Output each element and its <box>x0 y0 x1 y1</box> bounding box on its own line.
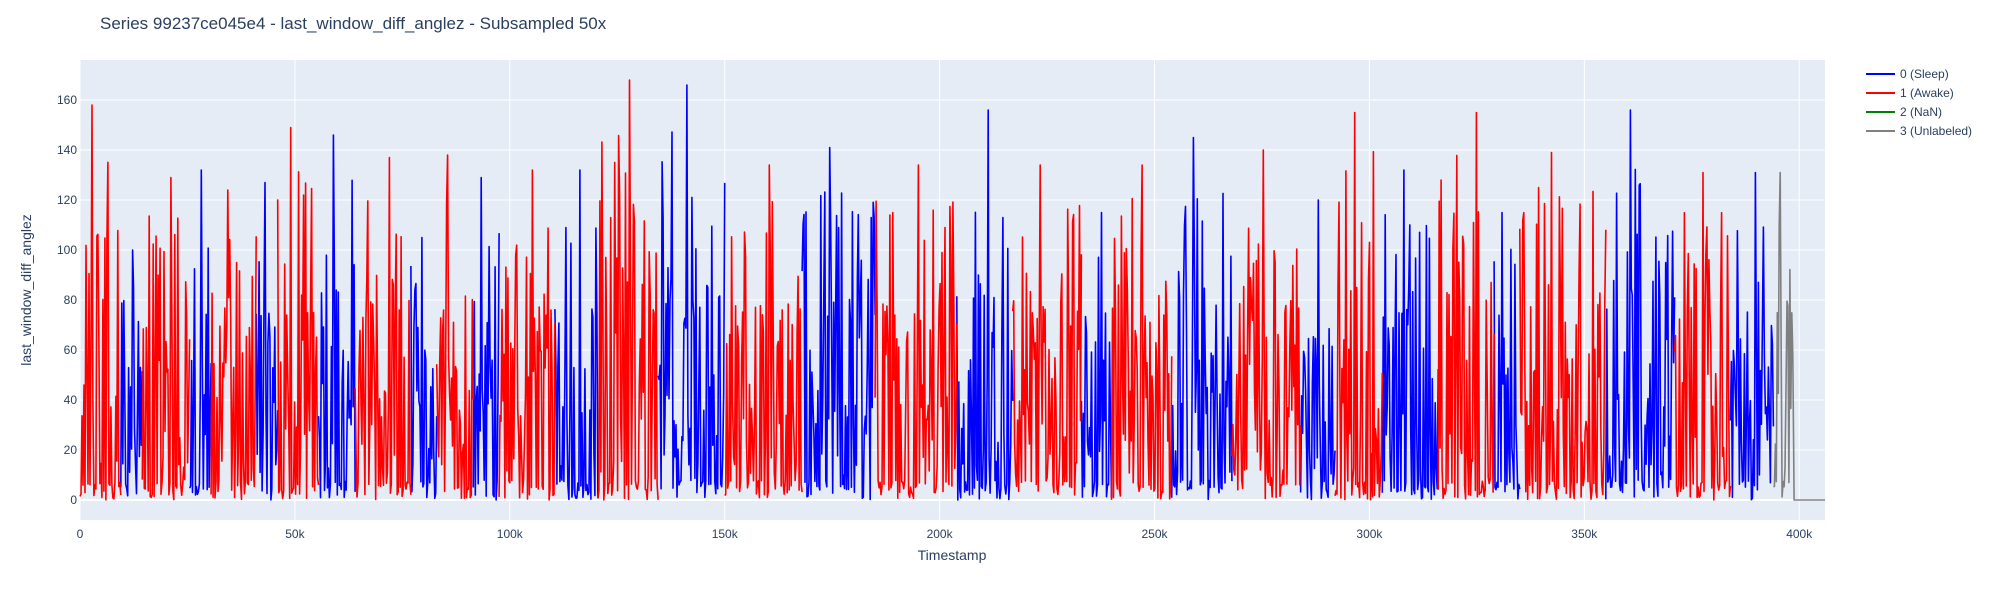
y-axis-title: last_window_diff_anglez <box>18 214 34 366</box>
legend-label: 1 (Awake) <box>1900 86 1954 100</box>
y-tick-label: 120 <box>57 193 77 207</box>
x-tick-label: 0 <box>77 527 84 541</box>
series-line <box>410 236 438 500</box>
x-tick-label: 300k <box>1356 527 1383 541</box>
series-line <box>1334 111 1384 501</box>
series-line <box>554 169 599 501</box>
series-line <box>1605 109 1676 500</box>
series-line <box>1299 199 1336 501</box>
legend-item[interactable]: 0 (Sleep) <box>1866 67 1949 81</box>
y-tick-label: 0 <box>70 493 77 507</box>
series-line <box>79 104 122 501</box>
series-line <box>597 79 659 501</box>
series-line <box>1773 171 1825 501</box>
series-line <box>188 169 212 496</box>
series-line <box>1231 149 1302 500</box>
series-line <box>1437 111 1495 500</box>
x-tick-label: 50k <box>285 527 305 541</box>
x-tick-label: 250k <box>1141 527 1168 541</box>
legend-item[interactable]: 3 (Unlabeled) <box>1866 124 1972 138</box>
series-line <box>1493 211 1521 500</box>
y-tick-label: 140 <box>57 143 77 157</box>
series-line <box>141 176 191 501</box>
series-line <box>210 189 257 501</box>
series-line <box>317 134 356 499</box>
chart-title: Series 99237ce045e4 - last_window_diff_a… <box>100 14 607 33</box>
series-line <box>657 84 726 499</box>
y-axis: 0 20 40 60 80 100 120 140 160 <box>57 93 77 507</box>
series-line <box>724 164 803 499</box>
x-tick-label: 200k <box>927 527 954 541</box>
series-line <box>255 181 279 501</box>
series-line <box>1381 169 1439 500</box>
y-tick-label: 100 <box>57 243 77 257</box>
series-line <box>1519 151 1607 501</box>
series-line <box>801 146 876 501</box>
series-line <box>472 176 500 501</box>
y-tick-label: 20 <box>64 443 78 457</box>
x-tick-label: 400k <box>1786 527 1813 541</box>
x-tick-label: 350k <box>1571 527 1598 541</box>
legend-label: 0 (Sleep) <box>1900 67 1949 81</box>
series-line <box>1011 164 1083 496</box>
y-tick-label: 40 <box>64 393 78 407</box>
legend-label: 3 (Unlabeled) <box>1900 124 1972 138</box>
series-line <box>1110 164 1173 500</box>
x-tick-label: 100k <box>497 527 524 541</box>
y-tick-label: 60 <box>64 343 78 357</box>
series-line <box>435 154 475 500</box>
y-tick-label: 80 <box>64 293 78 307</box>
plot-area <box>79 79 1825 501</box>
series-line <box>1673 171 1732 501</box>
series-line <box>1080 211 1113 498</box>
x-tick-label: 150k <box>712 527 739 541</box>
legend-label: 2 (NaN) <box>1900 105 1942 119</box>
legend-item[interactable]: 1 (Awake) <box>1866 86 1954 100</box>
series-line <box>498 169 556 501</box>
y-tick-label: 160 <box>57 93 77 107</box>
series-line <box>354 156 412 501</box>
legend-item[interactable]: 2 (NaN) <box>1866 105 1942 119</box>
x-axis: 0 50k 100k 150k 200k 250k 300k 350k 400k <box>77 527 1814 541</box>
series-line <box>276 126 320 500</box>
legend[interactable]: 0 (Sleep) 1 (Awake) 2 (NaN) 3 (Unlabeled) <box>1866 67 1972 138</box>
x-axis-title: Timestamp <box>918 547 987 563</box>
series-line <box>1170 136 1233 501</box>
series-line <box>120 249 144 497</box>
series-line <box>955 109 1014 501</box>
series-line <box>1729 171 1775 501</box>
series-line <box>874 164 958 500</box>
